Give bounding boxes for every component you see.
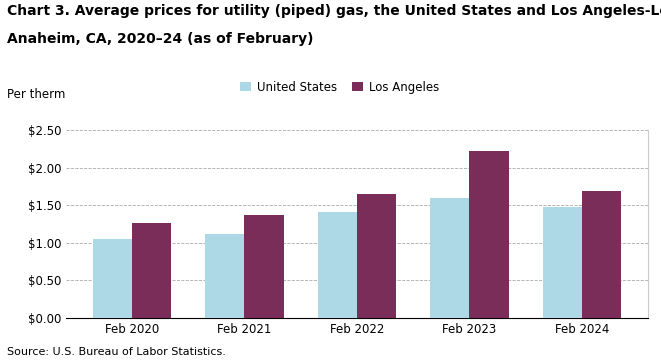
Bar — [469, 151, 509, 318]
Bar — [132, 223, 171, 318]
Bar — [430, 197, 469, 318]
Bar — [582, 191, 621, 318]
Bar — [245, 215, 284, 318]
Legend: United States, Los Angeles: United States, Los Angeles — [235, 76, 444, 98]
Text: Chart 3. Average prices for utility (piped) gas, the United States and Los Angel: Chart 3. Average prices for utility (pip… — [7, 4, 661, 18]
Bar — [543, 207, 582, 318]
Text: Per therm: Per therm — [7, 88, 65, 101]
Bar — [357, 194, 397, 318]
Text: Source: U.S. Bureau of Labor Statistics.: Source: U.S. Bureau of Labor Statistics. — [7, 347, 225, 357]
Bar — [205, 234, 245, 318]
Bar — [317, 212, 357, 318]
Text: Anaheim, CA, 2020–24 (as of February): Anaheim, CA, 2020–24 (as of February) — [7, 32, 313, 47]
Bar — [93, 239, 132, 318]
